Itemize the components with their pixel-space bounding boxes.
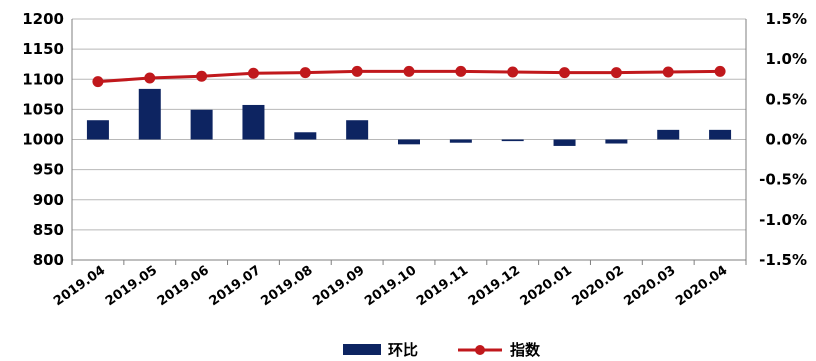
left-y-tick-label: 850 bbox=[33, 221, 64, 239]
index-point bbox=[610, 67, 622, 79]
index-point bbox=[559, 67, 571, 79]
left-y-tick-label: 950 bbox=[33, 161, 64, 179]
x-tick-label: 2020.03 bbox=[621, 263, 678, 309]
x-tick-label: 2020.01 bbox=[518, 263, 575, 309]
bar-mark bbox=[242, 104, 265, 140]
legend-bar-swatch bbox=[343, 344, 381, 355]
left-y-tick-label: 800 bbox=[33, 251, 64, 269]
right-y-tick-label: -1.0% bbox=[759, 211, 807, 229]
right-y-tick-label: 1.5% bbox=[765, 10, 807, 28]
line-series bbox=[92, 65, 726, 88]
right-y-tick-label: 1.0% bbox=[765, 50, 807, 68]
axes bbox=[71, 19, 747, 265]
bar-mark bbox=[553, 139, 576, 146]
x-tick-label: 2019.06 bbox=[155, 263, 212, 309]
legend: 环比 指数 bbox=[343, 341, 541, 359]
x-tick-label: 2019.05 bbox=[103, 263, 160, 309]
left-y-axis-ticks: 800 850 900 950 1000 1050 1100 1150 1200 bbox=[22, 10, 64, 269]
index-point bbox=[714, 65, 726, 77]
index-point bbox=[403, 65, 415, 77]
bar-mark bbox=[346, 120, 369, 140]
bar-mark bbox=[709, 129, 732, 140]
right-y-tick-label: 0.5% bbox=[765, 90, 807, 108]
x-tick-label: 2020.04 bbox=[673, 263, 730, 309]
index-point bbox=[351, 65, 363, 77]
index-point bbox=[196, 70, 208, 82]
left-y-tick-label: 1100 bbox=[22, 70, 64, 88]
index-point bbox=[299, 67, 311, 79]
x-tick-label: 2020.02 bbox=[570, 263, 627, 309]
legend-bar-label: 环比 bbox=[388, 341, 418, 359]
bar-mark bbox=[605, 139, 628, 144]
bar-mark bbox=[86, 120, 109, 140]
bar-mark bbox=[398, 139, 420, 145]
left-y-tick-label: 1200 bbox=[22, 10, 64, 28]
left-y-tick-label: 900 bbox=[33, 191, 64, 209]
x-tick-label: 2019.09 bbox=[310, 263, 367, 309]
x-tick-label: 2019.12 bbox=[466, 263, 523, 309]
index-point bbox=[662, 66, 674, 78]
right-y-tick-label: -1.5% bbox=[759, 251, 807, 269]
index-point bbox=[92, 76, 104, 88]
bar-mark bbox=[190, 109, 213, 140]
bar-mark bbox=[449, 139, 472, 143]
right-y-tick-label: -0.5% bbox=[759, 171, 807, 189]
x-axis-ticks: 2019.042019.052019.062019.072019.082019.… bbox=[51, 263, 730, 309]
legend-line-label: 指数 bbox=[510, 341, 541, 359]
left-y-tick-label: 1150 bbox=[22, 40, 64, 58]
x-tick-label: 2019.10 bbox=[362, 263, 419, 309]
index-point bbox=[507, 66, 519, 78]
right-y-axis-ticks: -1.5% -1.0% -0.5% 0.0% 0.5% 1.0% 1.5% bbox=[759, 10, 807, 269]
index-point bbox=[455, 65, 467, 77]
bar-mark bbox=[294, 132, 317, 140]
x-tick-label: 2019.11 bbox=[414, 263, 471, 309]
bar-mark bbox=[657, 129, 680, 140]
bar-mark bbox=[501, 139, 524, 142]
legend-line-marker bbox=[475, 345, 485, 355]
bar-mark bbox=[138, 88, 161, 140]
index-point bbox=[144, 72, 156, 84]
bar-series bbox=[86, 88, 732, 146]
left-y-tick-label: 1050 bbox=[22, 100, 64, 118]
x-tick-label: 2019.08 bbox=[258, 263, 315, 309]
x-tick-label: 2019.04 bbox=[51, 263, 108, 309]
x-tick-label: 2019.07 bbox=[207, 263, 264, 309]
index-point bbox=[247, 67, 259, 79]
right-y-tick-label: 0.0% bbox=[765, 131, 807, 149]
left-y-tick-label: 1000 bbox=[22, 131, 64, 149]
